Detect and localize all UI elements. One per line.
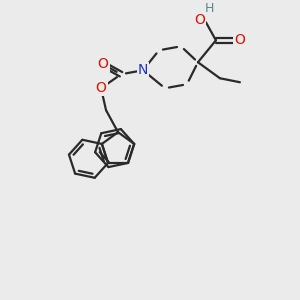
Text: O: O	[194, 13, 206, 27]
Text: O: O	[96, 81, 106, 95]
Text: O: O	[98, 57, 109, 71]
Text: N: N	[138, 63, 148, 77]
Text: H: H	[205, 2, 214, 15]
Text: O: O	[235, 33, 245, 47]
